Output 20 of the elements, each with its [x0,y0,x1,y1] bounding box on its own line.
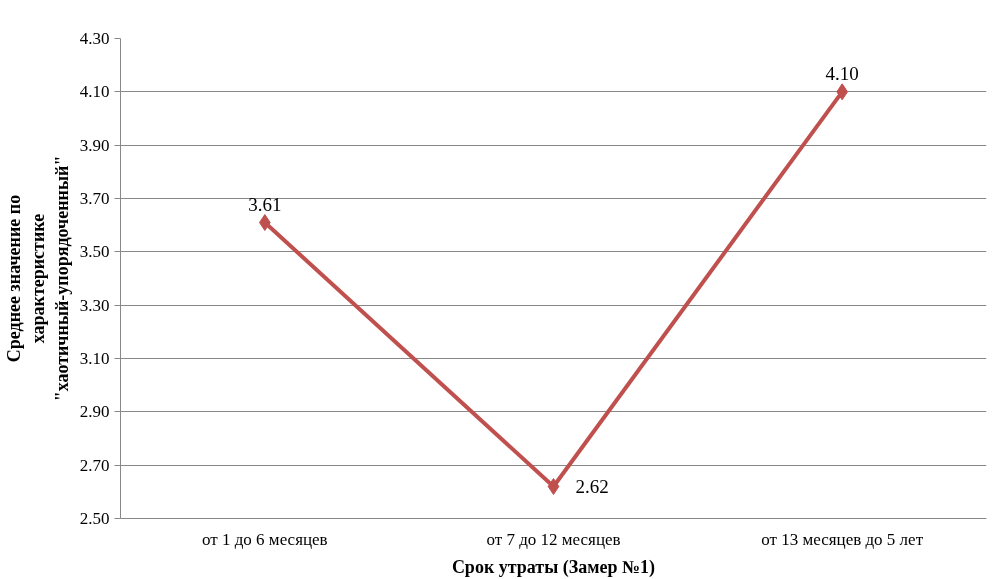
y-tick-label: 3.90 [79,135,110,155]
y-tick-label: 3.50 [79,242,110,262]
x-axis-title: Срок утраты (Замер №1) [451,556,656,578]
y-tick-label: 4.10 [79,82,110,102]
data-label: 4.10 [825,62,859,84]
x-tick-label: от 1 до 6 месяцев [202,529,328,549]
data-label: 2.62 [575,476,609,497]
y-tick-label: 3.30 [79,295,110,315]
x-tick-label: от 7 до 12 месяцев [486,529,621,549]
y-tick-label: 4.30 [79,29,110,48]
y-tick-label: 2.70 [79,455,110,475]
data-label: 3.61 [248,193,282,215]
x-tick-label: от 13 месяцев до 5 лет [761,529,924,549]
y-tick-label: 2.50 [79,509,110,528]
point [547,478,560,495]
y-tick-label: 2.90 [79,402,110,422]
y-axis-title: Среднее значение по характеристике "хаотичный-упорядоченный" [3,155,72,402]
y-tick-label: 3.70 [79,189,110,208]
y-tick-label: 3.10 [79,349,110,368]
point [259,214,271,231]
